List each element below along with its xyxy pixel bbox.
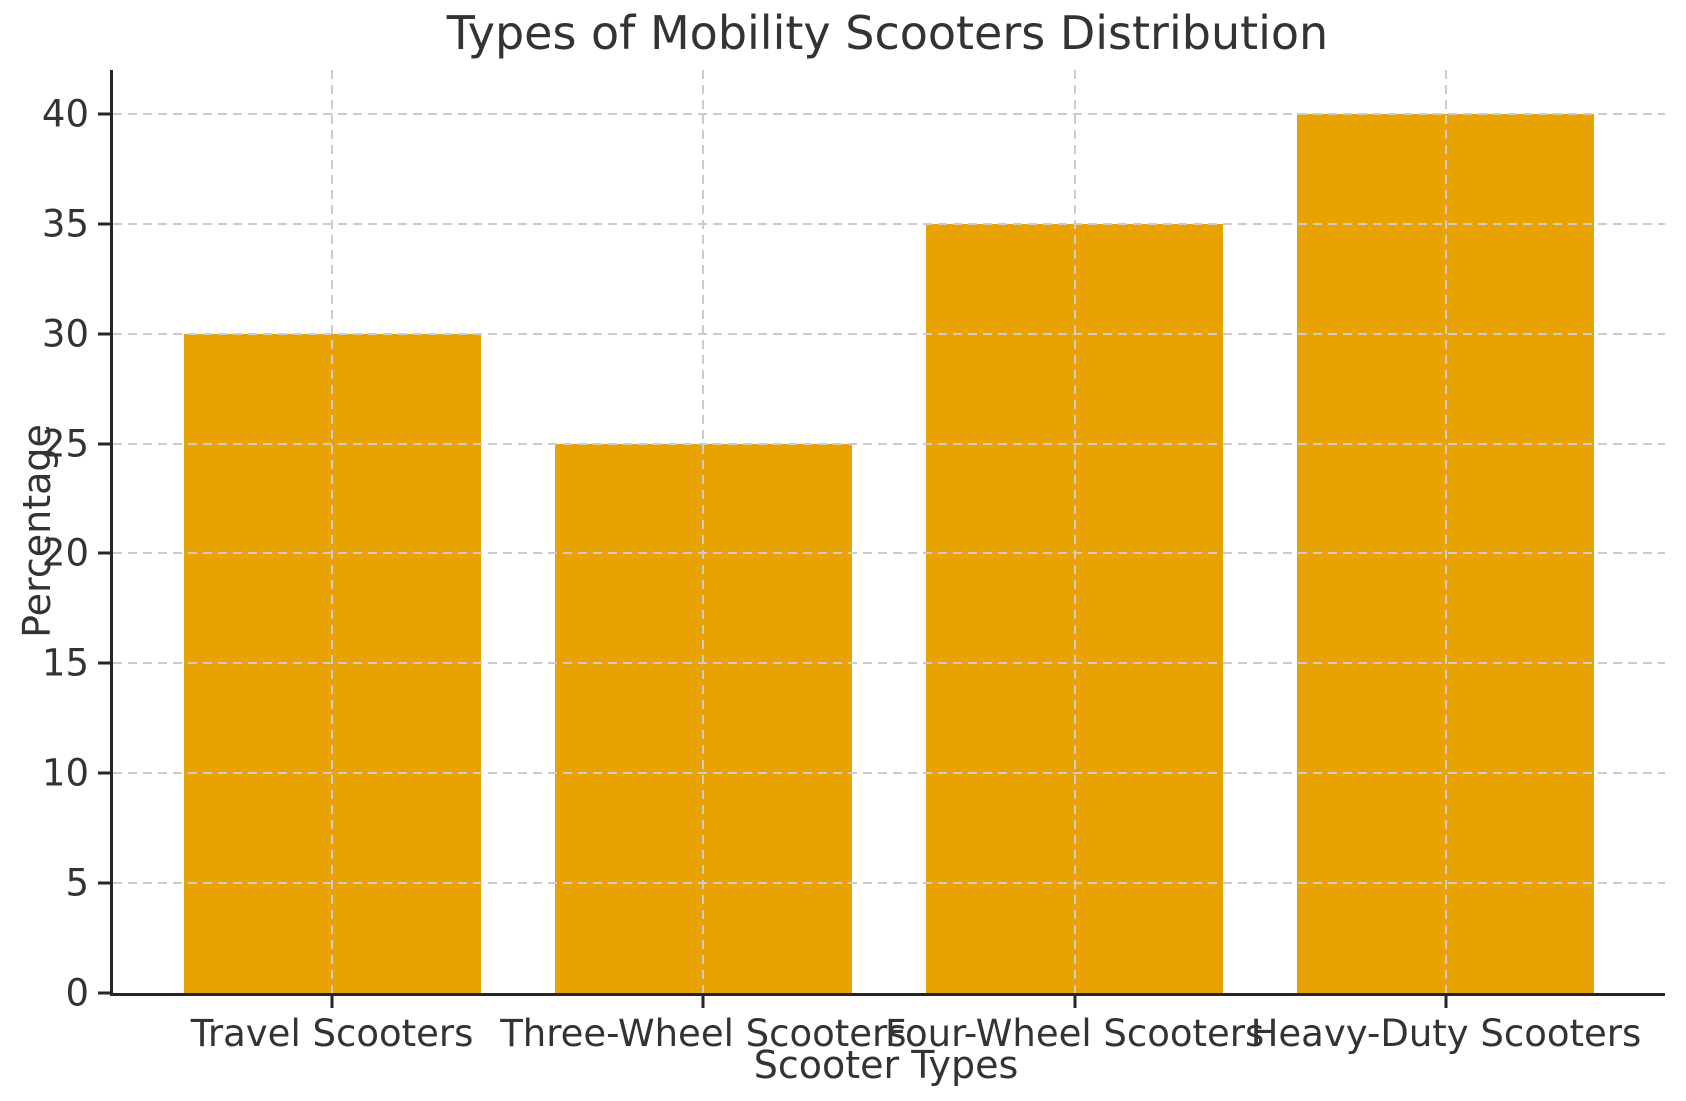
gridline-horizontal [113,112,1665,115]
y-tick-mark [98,551,110,555]
x-tick-mark [1073,996,1077,1008]
x-tick-mark [701,996,705,1008]
gridline-vertical [1444,70,1447,993]
y-tick-label: 40 [41,92,89,136]
y-tick-mark [98,332,110,336]
x-tick-mark [330,996,334,1008]
gridline-horizontal [113,882,1665,885]
chart-title: Types of Mobility Scooters Distribution [446,6,1329,60]
y-tick-mark [98,991,110,995]
y-tick-label: 25 [41,422,89,466]
gridline-horizontal [113,552,1665,555]
y-tick-label: 15 [41,641,89,685]
y-tick-label: 20 [41,531,89,575]
y-tick-mark [98,222,110,226]
x-tick-mark [1444,996,1448,1008]
y-tick-label: 10 [41,751,89,795]
x-axis-label: Scooter Types [753,1043,1019,1087]
y-tick-mark [98,881,110,885]
gridline-vertical [331,70,334,993]
y-tick-label: 5 [65,861,89,905]
gridline-horizontal [113,662,1665,665]
gridline-horizontal [113,332,1665,335]
gridline-vertical [1073,70,1076,993]
x-tick-label: Heavy-Duty Scooters [1250,1012,1642,1055]
gridline-vertical [702,70,705,993]
y-tick-mark [98,661,110,665]
y-tick-label: 35 [41,202,89,246]
gridline-horizontal [113,772,1665,775]
y-tick-label: 30 [41,312,89,356]
x-tick-label: Travel Scooters [190,1012,474,1055]
y-tick-label: 0 [65,971,89,1015]
y-tick-mark [98,771,110,775]
x-tick-label: Three-Wheel Scooters [500,1012,907,1055]
x-tick-label: Four-Wheel Scooters [885,1012,1265,1055]
y-tick-mark [98,442,110,446]
gridline-horizontal [113,442,1665,445]
gridline-horizontal [113,222,1665,225]
y-tick-mark [98,112,110,116]
plot-area: 0 5 10 15 20 25 30 35 40 Travel Scooters Three-Whe… [42,70,1665,1052]
